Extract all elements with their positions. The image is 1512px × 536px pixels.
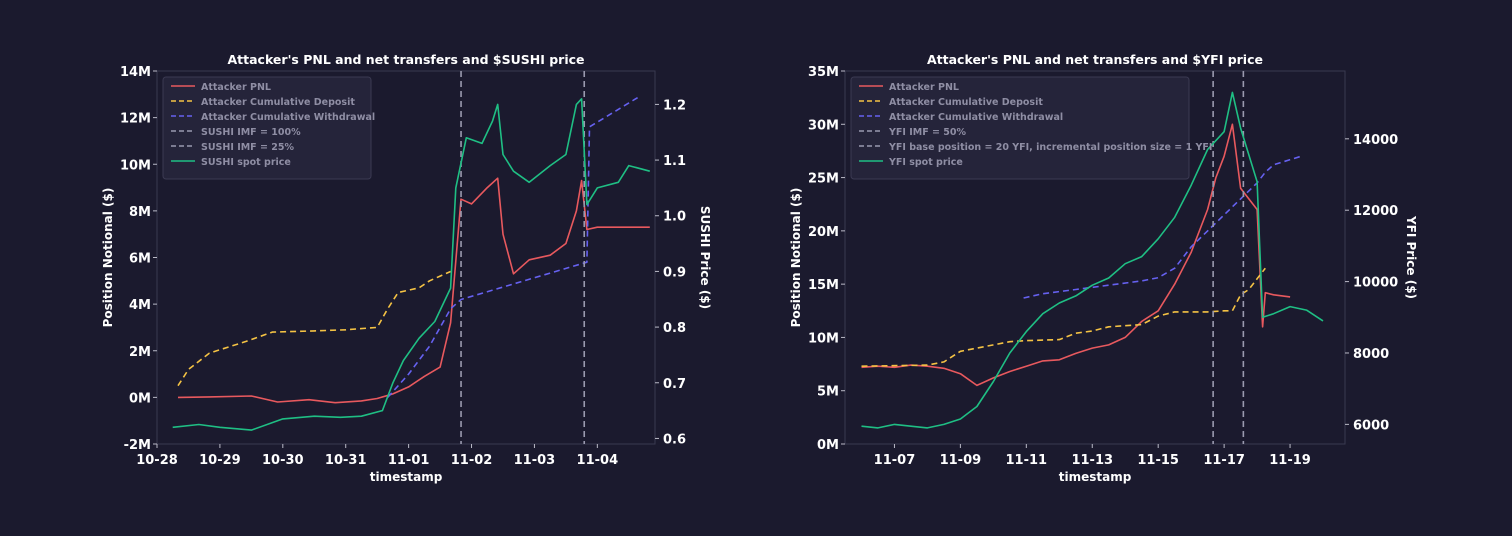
y2-tick-label-5: 14000 [1353,133,1398,148]
legend-label-2: Attacker Cumulative Deposit [889,97,1043,108]
x-tick-label-7: 11-19 [1269,453,1311,468]
x-tick-label-1: 10-28 [136,453,178,468]
legend-label-3: Attacker Cumulative Withdrawal [201,112,375,123]
x-tick-label-7: 11-03 [514,453,556,468]
legend-label-5: YFI base position = 20 YFI, incremental … [888,142,1212,153]
y2-tick-label-4: 12000 [1353,204,1398,219]
legend-label-4: YFI IMF = 50% [888,127,966,138]
plot-area [172,71,651,444]
y2-tick-label-7: 1.2 [663,98,686,113]
legend-label-3: Attacker Cumulative Withdrawal [889,112,1063,123]
series-line-6 [861,91,1324,429]
legend-label-4: SUSHI IMF = 100% [201,127,301,138]
y-tick-label-1: 0M [817,438,839,453]
chart-2: Attacker's PNL and net transfers and $YF… [789,52,1418,484]
y2-tick-label-3: 10000 [1353,276,1398,291]
y2-tick-label-1: 0.6 [663,432,686,447]
y-axis-label: Position Notional ($) [101,188,115,328]
x-tick-label-5: 11-01 [388,453,430,468]
legend-label-1: Attacker PNL [201,82,271,93]
legend-label-6: YFI spot price [888,157,963,168]
y-tick-label-8: 35M [808,65,839,80]
y-tick-label-7: 30M [808,118,839,133]
x-tick-label-8: 11-04 [577,453,619,468]
x-tick-label-5: 11-15 [1137,453,1179,468]
y-tick-label-5: 20M [808,225,839,240]
legend-label-5: SUSHI IMF = 25% [201,142,294,153]
y-tick-label-3: 2M [129,345,151,360]
legend-label-6: SUSHI spot price [201,157,291,168]
y-tick-label-2: 0M [129,391,151,406]
y2-tick-label-1: 6000 [1353,418,1389,433]
y-tick-label-6: 25M [808,172,839,187]
y-tick-label-8: 12M [120,112,151,127]
series-line-3 [387,95,640,398]
y-tick-label-7: 10M [120,158,151,173]
series-line-2 [177,270,451,387]
x-tick-label-4: 10-31 [325,453,367,468]
y2-axis-label: YFI Price ($) [1404,215,1418,299]
y-tick-label-9: 14M [120,65,151,80]
y-tick-label-6: 8M [129,205,151,220]
series-line-6 [172,98,651,431]
y-tick-label-1: -2M [124,438,151,453]
y2-tick-label-6: 1.1 [663,154,686,169]
chart-title: Attacker's PNL and net transfers and $YF… [927,52,1263,67]
x-tick-label-6: 11-02 [451,453,493,468]
x-tick-label-6: 11-17 [1203,453,1245,468]
y-tick-label-2: 5M [817,385,839,400]
legend-box [850,76,1190,180]
chart-1: Attacker's PNL and net transfers and $SU… [101,52,712,484]
y-tick-label-5: 6M [129,252,151,267]
x-tick-label-3: 11-11 [1006,453,1048,468]
series-line-1 [177,177,650,404]
x-tick-label-1: 11-07 [874,453,916,468]
y2-tick-label-4: 0.9 [663,265,686,280]
y2-tick-label-2: 0.7 [663,377,686,392]
y-tick-label-4: 4M [129,298,151,313]
x-tick-label-2: 10-29 [199,453,241,468]
legend-box [162,76,372,180]
series-line-1 [861,123,1291,387]
legend-label-2: Attacker Cumulative Deposit [201,97,355,108]
x-axis-label: timestamp [1059,470,1132,484]
chart-title: Attacker's PNL and net transfers and $SU… [227,52,584,67]
x-tick-label-3: 10-30 [262,453,304,468]
series-line-2 [861,267,1266,367]
x-tick-label-4: 11-13 [1071,453,1113,468]
y2-tick-label-5: 1.0 [663,210,686,225]
y-tick-label-4: 15M [808,278,839,293]
x-tick-label-2: 11-09 [940,453,982,468]
y-tick-label-3: 10M [808,331,839,346]
plot-frame [844,70,1346,445]
y-axis-label: Position Notional ($) [789,188,803,328]
y2-tick-label-3: 0.8 [663,321,686,336]
plot-area [861,71,1324,444]
x-axis-label: timestamp [370,470,443,484]
legend-label-1: Attacker PNL [889,82,959,93]
y2-axis-label: SUSHI Price ($) [698,206,712,309]
y2-tick-label-2: 8000 [1353,347,1389,362]
